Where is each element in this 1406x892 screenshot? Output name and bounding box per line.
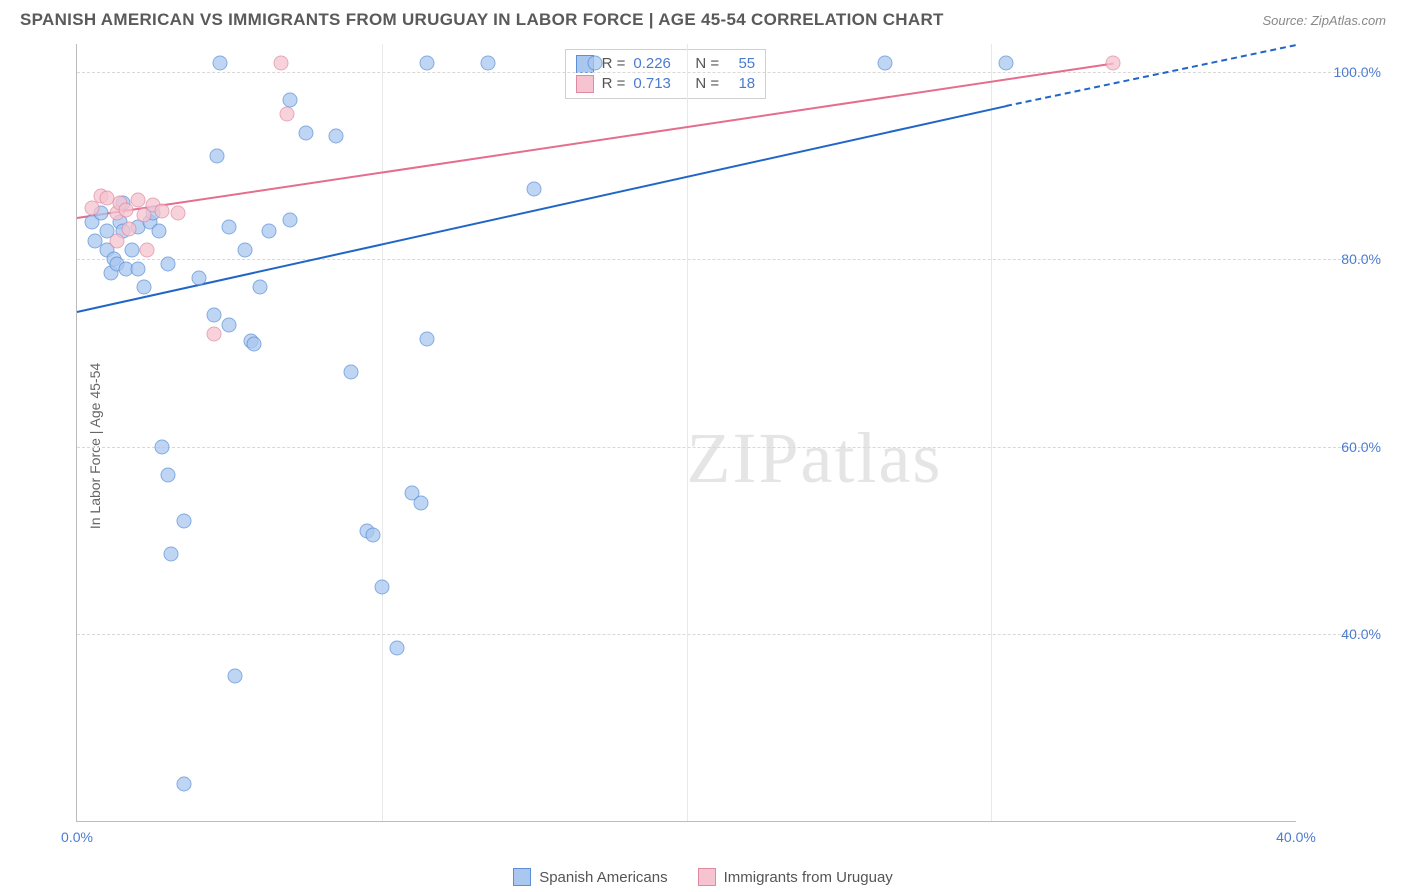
data-point [274,55,289,70]
x-tick-label: 0.0% [61,829,93,845]
data-point [109,233,124,248]
legend-row: R = 0.226 N = 55 [576,54,756,74]
data-point [374,579,389,594]
data-point [329,128,344,143]
legend-label: Spanish Americans [539,869,667,886]
source-label: Source: ZipAtlas.com [1262,13,1386,28]
data-point [222,219,237,234]
chart-area: ZIPatlas R = 0.226 N = 55 R = 0.713 N = 18 40.0… [48,44,1386,852]
data-point [280,107,295,122]
data-point [414,495,429,510]
n-label: N = [695,75,719,92]
data-point [130,193,145,208]
x-tick-label: 40.0% [1276,829,1316,845]
data-point [176,776,191,791]
data-point [170,205,185,220]
data-point [588,55,603,70]
data-point [210,149,225,164]
r-label: R = [602,55,626,72]
r-value: 0.713 [633,75,679,92]
data-point [252,280,267,295]
y-tick-label: 40.0% [1301,626,1381,642]
data-point [527,182,542,197]
series-legend: Spanish Americans Immigrants from Uruguay [0,868,1406,886]
data-point [207,308,222,323]
data-point [164,547,179,562]
data-point [140,242,155,257]
r-label: R = [602,75,626,92]
data-point [228,668,243,683]
watermark: ZIPatlas [687,417,943,500]
data-point [283,93,298,108]
data-point [85,200,100,215]
legend-swatch [698,868,716,886]
gridline-y [77,72,1366,73]
data-point [283,212,298,227]
gridline-y [77,447,1366,448]
data-point [152,224,167,239]
legend-label: Immigrants from Uruguay [724,869,893,886]
gridline-y [77,634,1366,635]
data-point [191,271,206,286]
y-tick-label: 60.0% [1301,439,1381,455]
legend-item: Immigrants from Uruguay [698,868,893,886]
data-point [213,55,228,70]
data-point [389,640,404,655]
data-point [420,331,435,346]
data-point [161,467,176,482]
data-point [155,203,170,218]
gridline-x [687,44,688,821]
n-value: 55 [727,55,755,72]
data-point [155,439,170,454]
gridline-x [991,44,992,821]
legend-item: Spanish Americans [513,868,667,886]
data-point [298,125,313,140]
trend-line [1006,44,1296,107]
data-point [246,336,261,351]
r-value: 0.226 [633,55,679,72]
data-point [877,55,892,70]
watermark-zip: ZIP [687,418,801,498]
data-point [137,280,152,295]
chart-header: SPANISH AMERICAN VS IMMIGRANTS FROM URUG… [0,0,1406,36]
plot-region: ZIPatlas R =0.226N =55R =0.713N =18 40.0… [76,44,1296,822]
gridline-x [382,44,383,821]
data-point [222,317,237,332]
legend-swatch [576,75,594,93]
data-point [481,55,496,70]
n-label: N = [695,55,719,72]
data-point [344,364,359,379]
gridline-y [77,259,1366,260]
data-point [999,55,1014,70]
y-tick-label: 100.0% [1301,64,1381,80]
data-point [420,55,435,70]
data-point [365,528,380,543]
data-point [130,261,145,276]
trend-line [77,105,1007,313]
data-point [237,242,252,257]
chart-title: SPANISH AMERICAN VS IMMIGRANTS FROM URUG… [20,10,944,30]
n-value: 18 [727,75,755,92]
legend-swatch [513,868,531,886]
data-point [207,327,222,342]
data-point [261,224,276,239]
data-point [1106,55,1121,70]
watermark-atlas: atlas [801,418,943,498]
legend-row: R = 0.713 N = 18 [576,74,756,94]
data-point [121,222,136,237]
data-point [161,256,176,271]
y-tick-label: 80.0% [1301,251,1381,267]
data-point [176,514,191,529]
data-point [124,242,139,257]
